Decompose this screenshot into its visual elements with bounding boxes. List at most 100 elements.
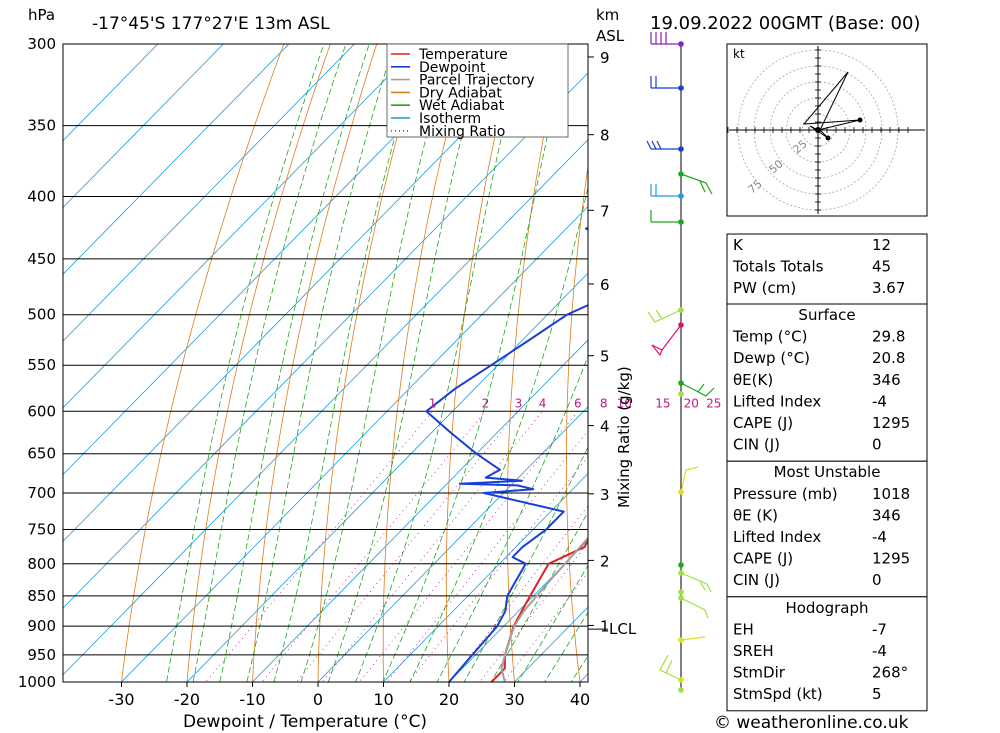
wind-profile (646, 32, 715, 693)
credit-label: © weatheronline.co.uk (714, 713, 909, 733)
km-tick-label: 4 (600, 418, 610, 436)
km-tick-label: 1 (600, 617, 610, 635)
mixing-ratio-line (479, 542, 588, 682)
pressure-tick-label: 600 (27, 402, 56, 420)
mixing-ratio-label: 25 (706, 396, 721, 410)
mixing-ratio-label: 10 (617, 396, 632, 410)
mixing-ratio-line (358, 411, 579, 682)
wind-level-dot (678, 589, 684, 595)
wind-barb (650, 210, 681, 223)
table-row-value: 1018 (872, 485, 910, 503)
wind-barb (650, 76, 681, 89)
isotherm-line (63, 44, 421, 409)
mixing-ratio-line (321, 411, 543, 682)
table-row-value: 1295 (872, 550, 910, 568)
isotherm-line (63, 44, 290, 275)
isotherm-line (63, 72, 588, 609)
mixing-ratio-label: 15 (655, 396, 670, 410)
km-tick-label: 5 (600, 348, 610, 366)
isotherm-line (251, 339, 588, 682)
x-tick-label: 30 (504, 690, 524, 709)
isotherm-line (186, 272, 588, 682)
pressure-tick-label: 300 (27, 35, 56, 53)
mixing-ratio-label: 2 (482, 396, 490, 410)
wet-adiabat-line (463, 446, 588, 682)
axes: 1 2 3 4 6 8 10 15 20 25 -30 -20 -10 0 10 20 30 40 1 2 3 4 5 6 7 8… (108, 49, 721, 709)
isotherm-line (63, 44, 159, 142)
table-row-value: 3.67 (872, 279, 905, 297)
pressure-tick-label: 950 (27, 646, 56, 664)
table-row-label: EH (733, 620, 754, 638)
km-label: km (596, 6, 619, 24)
wind-barb (646, 140, 681, 150)
legend-label: Parcel Trajectory (419, 73, 535, 89)
wet-adiabat-line (219, 44, 370, 682)
isotherm-line (448, 539, 588, 682)
table-row-label: Pressure (mb) (733, 485, 838, 503)
table-row-label: K (733, 236, 744, 254)
legend-label: Isotherm (419, 111, 481, 127)
pressure-tick-label: 450 (27, 250, 56, 268)
table-row-label: θE(K) (733, 371, 773, 389)
pressure-tick-label: 550 (27, 356, 56, 374)
plot-frame (62, 43, 589, 683)
pressure-tick-label: 700 (27, 484, 56, 502)
table-row-value: -4 (872, 642, 887, 660)
table-row-value: 12 (872, 236, 891, 254)
table-section-title: Most Unstable (774, 463, 881, 481)
wind-level-dot (678, 562, 684, 568)
table-row-label: Lifted Index (733, 392, 821, 410)
table-row-label: Temp (°C) (732, 328, 807, 346)
table-row-label: CIN (J) (733, 571, 780, 589)
hodograph-unit: kt (733, 47, 745, 61)
mixing-ratio-line (408, 455, 588, 682)
x-tick-label: -30 (108, 690, 134, 709)
mixing-ratio-line (295, 411, 519, 682)
table-row-label: PW (cm) (733, 279, 796, 297)
km-tick-label: 3 (600, 486, 610, 504)
hodograph-trace (802, 71, 861, 139)
table-row-value: 29.8 (872, 328, 905, 346)
pressure-tick-label: 900 (27, 617, 56, 635)
table-row-value: 0 (872, 436, 882, 454)
table-row-value: 20.8 (872, 349, 905, 367)
wet-adiabat-line (273, 44, 422, 682)
km-tick-label: 8 (600, 127, 610, 145)
x-tick-label: 0 (313, 690, 323, 709)
table-row-value: 45 (872, 258, 891, 276)
table-row-label: SREH (733, 642, 774, 660)
asl-label: ASL (596, 27, 625, 45)
dry-adiabat-line (934, 26, 1000, 708)
pressure-tick-label: 800 (27, 555, 56, 573)
table-row-value: 5 (872, 685, 882, 703)
lcl-label: LCL (609, 620, 637, 638)
table-row-value: 346 (872, 371, 901, 389)
wind-barb (650, 32, 681, 45)
mixing-ratio-line (261, 411, 486, 682)
x-tick-label: 10 (373, 690, 393, 709)
table-section-title: Hodograph (785, 599, 868, 617)
isotherm-line (382, 472, 588, 682)
wind-barb (647, 309, 682, 323)
legend-label: Dewpoint (419, 60, 486, 76)
x-axis-label: Dewpoint / Temperature (°C) (183, 712, 427, 732)
dry-adiabat-line (317, 44, 424, 682)
wind-barb (680, 572, 712, 593)
legend-label: Wet Adiabat (419, 98, 505, 114)
isotherm-line (63, 44, 355, 342)
wet-adiabat-line (166, 44, 325, 682)
table-row-label: CIN (J) (733, 436, 780, 454)
location-label: -17°45'S 177°27'E 13m ASL (92, 14, 330, 34)
x-tick-label: -10 (239, 690, 265, 709)
table-section (726, 303, 928, 462)
table-row-value: 268° (872, 664, 908, 682)
mixing-ratio-axis-label: Mixing Ratio (g/kg) (615, 366, 633, 508)
table-row-label: StmSpd (kt) (733, 685, 823, 703)
mixing-ratio-label: 20 (684, 396, 699, 410)
table-section (726, 233, 928, 306)
x-tick-label: 20 (439, 690, 459, 709)
wind-barb (680, 597, 709, 619)
km-tick-label: 7 (600, 202, 610, 220)
isotherm-line (63, 44, 552, 542)
